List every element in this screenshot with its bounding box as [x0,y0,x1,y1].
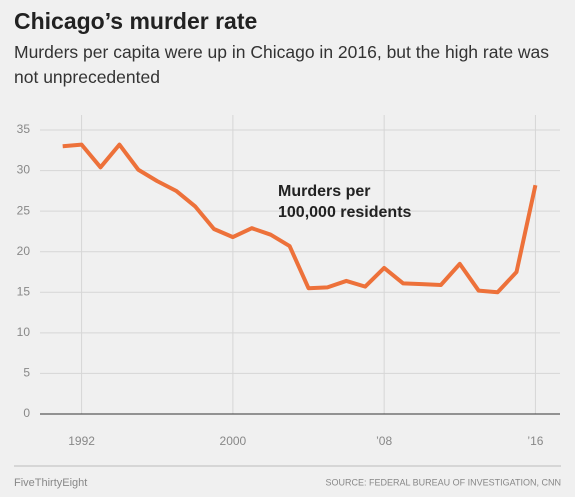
x-tick-label: 1992 [68,434,95,448]
y-tick-label: 30 [17,163,31,177]
x-tick-label: 2000 [220,434,247,448]
annotation: Murders per [278,183,370,200]
chart-subtitle: Murders per capita were up in Chicago in… [14,42,550,87]
chart-title: Chicago’s murder rate [14,8,258,34]
y-tick-label: 0 [23,406,30,420]
x-tick-label: ’16 [527,434,543,448]
y-tick-label: 10 [17,325,31,339]
annotation: 100,000 residents [278,204,412,221]
credit: FiveThirtyEight [14,477,87,489]
line [62,142,538,295]
y-tick-label: 25 [17,203,31,217]
x-tick-label: ’08 [376,434,392,448]
y-tick-label: 15 [17,284,31,298]
source: SOURCE: FEDERAL BUREAU OF INVESTIGATION,… [325,477,561,487]
y-tick-label: 20 [17,244,31,258]
y-tick-label: 35 [17,122,31,136]
y-tick-label: 5 [23,366,30,380]
